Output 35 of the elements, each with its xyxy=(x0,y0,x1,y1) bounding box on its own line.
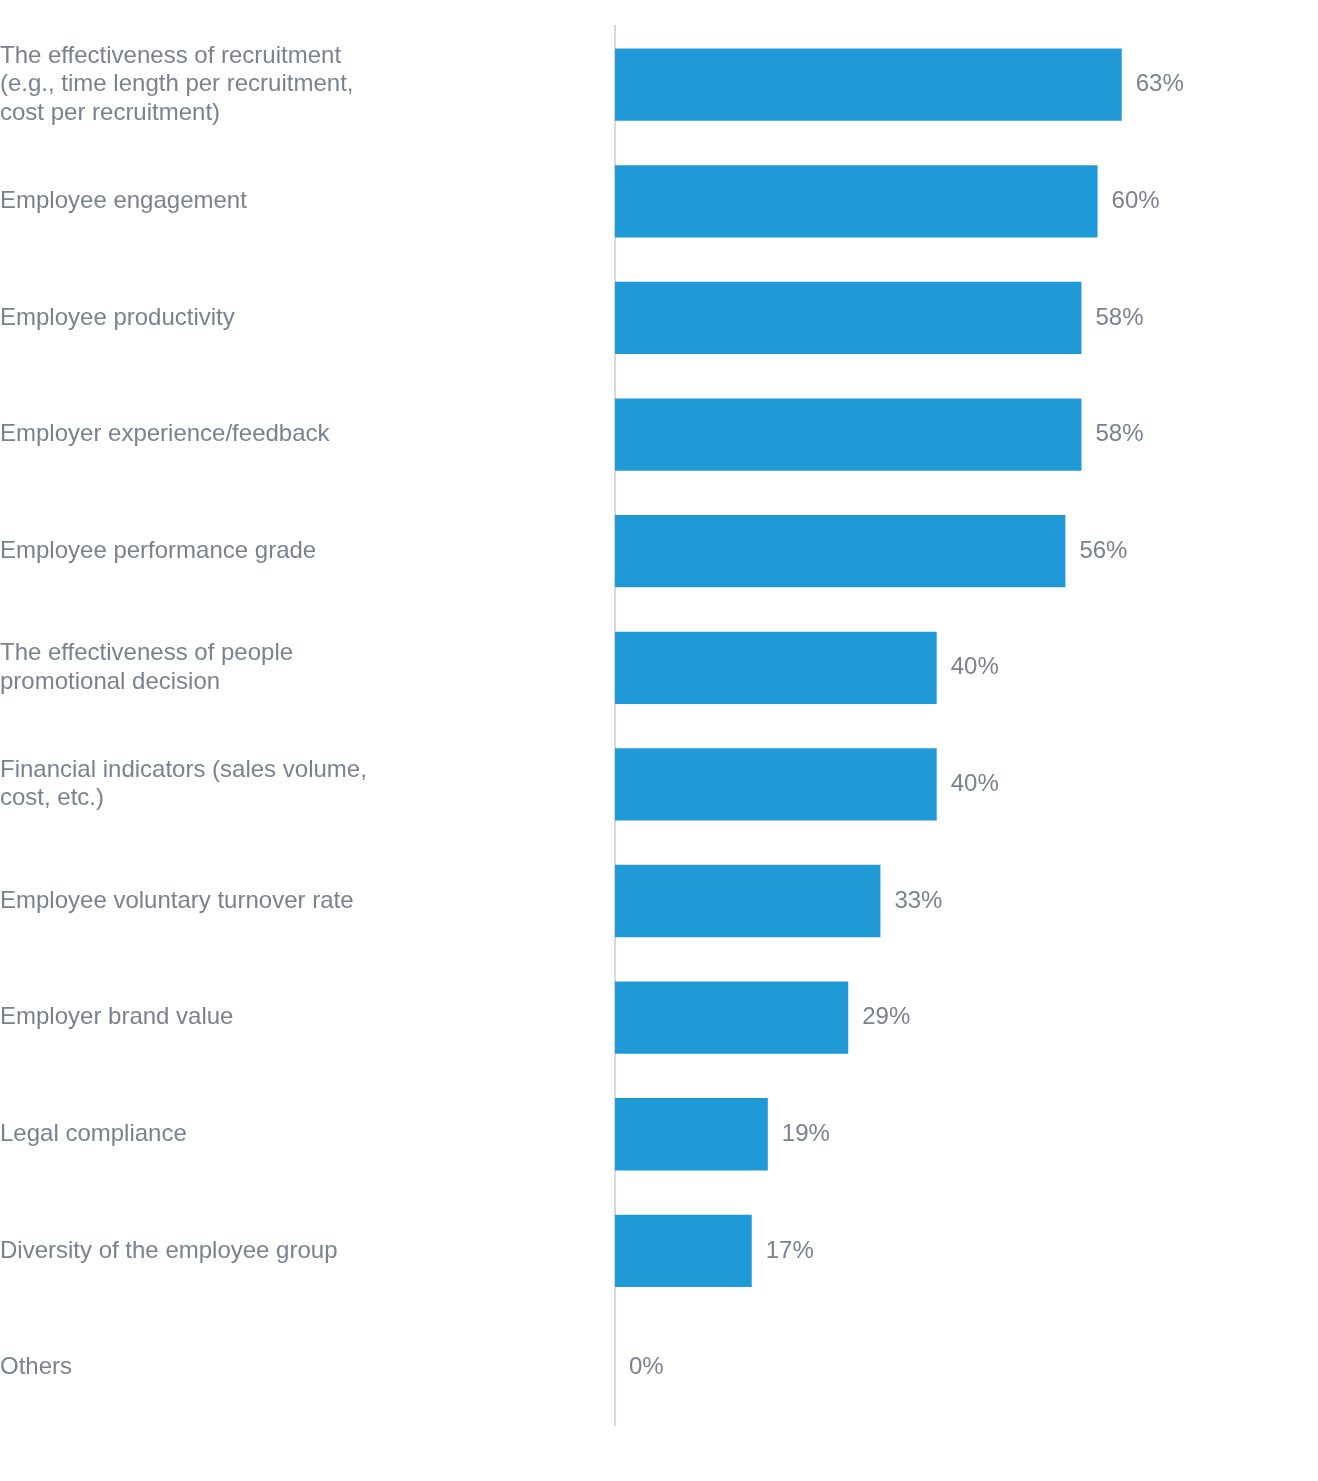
data-label: 56% xyxy=(1079,535,1128,563)
data-label: 63% xyxy=(1135,69,1184,97)
bar xyxy=(615,165,1098,238)
bar xyxy=(615,748,937,821)
bar xyxy=(615,1214,752,1288)
y-tick-label: Employee voluntary turnover rate xyxy=(0,885,354,913)
bar xyxy=(615,1098,768,1171)
y-tick-label: Employer experience/feedback xyxy=(0,419,331,447)
y-tick-label: Employee engagement xyxy=(0,185,248,213)
data-label: 19% xyxy=(781,1118,830,1146)
y-tick-label: The effectiveness of recruitment (e.g., time length per recruitment, cost per recruitment) xyxy=(0,40,354,126)
y-tick-label: Financial indicators (sales volume, cost, etc.) xyxy=(0,754,367,811)
y-tick-label: The effectiveness of people promotional decision xyxy=(0,638,294,694)
y-tick-label: Diversity of the employee group xyxy=(0,1235,338,1263)
bar xyxy=(615,981,849,1054)
data-label: 29% xyxy=(862,1002,911,1030)
y-tick-label: Employee performance grade xyxy=(0,535,317,563)
bar xyxy=(615,398,1082,471)
data-label: 17% xyxy=(765,1235,814,1263)
bar xyxy=(615,631,937,704)
bar xyxy=(615,48,1122,121)
y-tick-label: Employee productivity xyxy=(0,302,235,330)
bar xyxy=(615,864,881,938)
bar xyxy=(615,515,1066,588)
data-label: 40% xyxy=(950,769,999,797)
bar xyxy=(615,281,1082,355)
data-label: 60% xyxy=(1111,185,1160,213)
y-tick-label: Legal compliance xyxy=(0,1118,187,1146)
data-label: 0% xyxy=(629,1352,664,1380)
data-label: 58% xyxy=(1095,419,1144,447)
data-label: 40% xyxy=(950,652,999,680)
data-label: 58% xyxy=(1095,302,1144,330)
y-tick-label: Employer brand value xyxy=(0,1002,234,1030)
data-label: 33% xyxy=(894,885,943,913)
y-tick-label: Others xyxy=(0,1352,73,1380)
